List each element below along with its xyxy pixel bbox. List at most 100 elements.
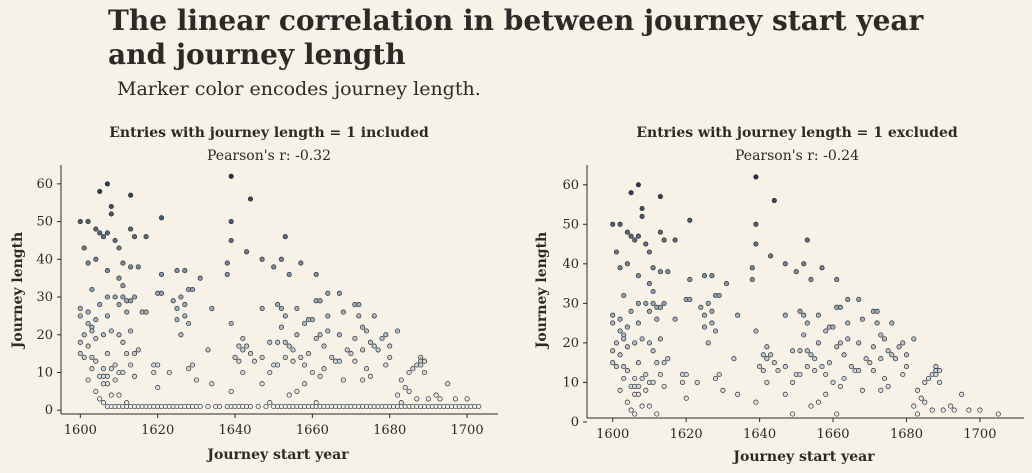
scatter-point <box>635 391 641 397</box>
scatter-point <box>881 336 888 342</box>
scatter-point <box>782 261 788 267</box>
scatter-point <box>646 403 652 409</box>
scatter-point <box>108 203 114 210</box>
scatter-point <box>617 352 623 358</box>
scatter-point <box>363 366 370 372</box>
y-tick-label: 30 <box>562 296 579 311</box>
scatter-point <box>97 188 103 194</box>
scatter-point <box>228 219 234 225</box>
scatter-point <box>120 260 126 266</box>
x-tick-label: 1620 <box>141 423 174 438</box>
scatter-point <box>753 174 759 180</box>
scatter-point <box>325 328 331 334</box>
scatter-point <box>104 268 110 274</box>
scatter-point <box>617 328 623 334</box>
scatter-point <box>826 360 832 366</box>
panel-included: Entries with journey length = 1 included… <box>10 125 498 463</box>
scatter-point <box>445 381 451 387</box>
scatter-point <box>639 403 645 409</box>
scatter-point <box>232 354 238 360</box>
scatter-point <box>131 373 138 379</box>
scatter-point <box>643 387 649 393</box>
scatter-point <box>837 383 843 389</box>
scatter-point <box>155 362 161 368</box>
scatter-point <box>89 366 95 372</box>
scatter-point <box>89 354 95 360</box>
points-included <box>77 173 482 410</box>
scatter-point <box>830 379 836 385</box>
scatter-point <box>112 377 118 383</box>
scatter-point <box>643 241 649 247</box>
scatter-point <box>889 320 895 326</box>
scatter-point <box>632 340 638 346</box>
scatter-point <box>402 385 408 391</box>
x-tick-label: 1680 <box>890 427 923 442</box>
scatter-point <box>878 356 884 362</box>
scatter-point <box>720 387 726 393</box>
scatter-point <box>379 335 385 342</box>
scatter-point <box>182 268 188 274</box>
scatter-point <box>414 396 420 402</box>
y-tick-label: 60 <box>36 177 53 192</box>
scatter-point <box>104 351 110 357</box>
scatter-point <box>437 396 443 402</box>
scatter-point <box>977 407 983 413</box>
scatter-point <box>135 347 141 353</box>
scatter-point <box>259 305 265 311</box>
scatter-point <box>135 264 141 270</box>
scatter-point <box>93 226 99 232</box>
scatter-point <box>85 219 91 225</box>
scatter-point <box>617 316 623 322</box>
scatter-point <box>948 403 954 409</box>
scatter-point <box>628 233 634 239</box>
scatter-point <box>81 332 87 338</box>
scatter-point <box>100 400 107 406</box>
scatter-point <box>77 305 83 311</box>
scatter-point <box>812 356 818 362</box>
scatter-point <box>801 332 807 338</box>
scatter-point <box>753 241 759 247</box>
x-tick-label: 1680 <box>373 423 406 438</box>
scatter-point <box>476 403 482 410</box>
scatter-point <box>155 385 161 391</box>
scatter-point <box>77 313 83 319</box>
scatter-point <box>421 358 428 364</box>
scatter-point <box>97 302 103 308</box>
scatter-point <box>228 173 234 179</box>
scatter-point <box>394 328 401 334</box>
scatter-point <box>178 294 184 300</box>
scatter-point <box>687 217 693 223</box>
scatter-point <box>801 312 807 318</box>
x-tick-label: 1600 <box>64 423 97 438</box>
scatter-point <box>170 298 176 304</box>
scatter-point <box>834 411 840 417</box>
scatter-point <box>657 194 663 200</box>
scatter-point <box>124 309 130 315</box>
scatter-point <box>344 347 350 353</box>
scatter-point <box>914 387 921 393</box>
scatter-point <box>406 388 412 394</box>
scatter-point <box>340 377 346 383</box>
points-excluded <box>610 174 1001 417</box>
chart-title: The linear correlation in between journe… <box>108 4 924 71</box>
scatter-point <box>383 362 389 368</box>
scatter-point <box>321 366 327 372</box>
scatter-point <box>918 395 924 401</box>
scatter-point <box>104 230 110 236</box>
scatter-point <box>646 249 652 255</box>
scatter-point <box>410 366 416 372</box>
scatter-point <box>398 377 404 383</box>
scatter-point <box>701 273 708 279</box>
scatter-point <box>104 373 110 379</box>
scatter-point <box>89 286 95 293</box>
scatter-point <box>93 358 99 364</box>
scatter-point <box>771 198 777 204</box>
y-tick-label: 0 <box>571 415 579 430</box>
scatter-point <box>240 369 246 376</box>
scatter-point <box>247 403 254 410</box>
scatter-point <box>790 348 796 354</box>
scatter-point <box>104 313 110 319</box>
scatter-point <box>881 375 888 382</box>
scatter-point <box>131 294 138 300</box>
